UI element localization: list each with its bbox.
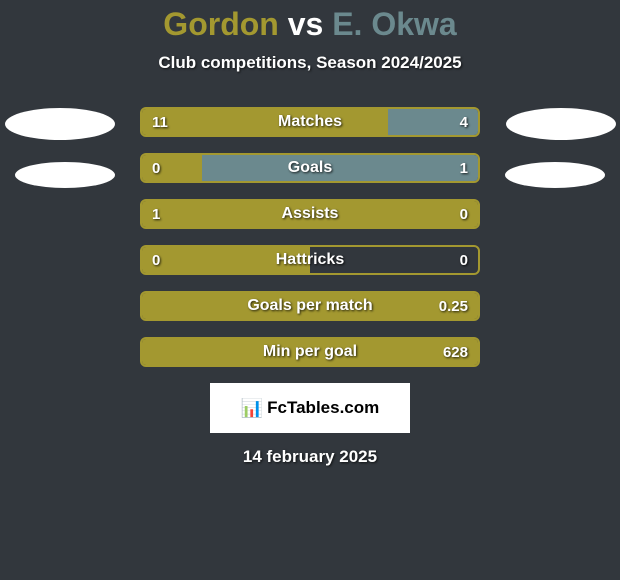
bar-value-left: 11 xyxy=(152,109,168,135)
bar-value-right: 0 xyxy=(460,201,468,227)
subtitle: Club competitions, Season 2024/2025 xyxy=(0,53,620,73)
stat-bar: Assists1 0 xyxy=(140,199,480,229)
bar-label: Goals per match xyxy=(142,293,478,319)
bar-value-left: 0 xyxy=(152,247,160,273)
brand-box[interactable]: 📊 FcTables.com xyxy=(210,383,410,433)
bar-value-right: 0 xyxy=(460,247,468,273)
bar-value-right: 0.25 xyxy=(439,293,468,319)
bar-label: Assists xyxy=(142,201,478,227)
player2-name: E. Okwa xyxy=(332,6,457,42)
stat-bar: Goals0 1 xyxy=(140,153,480,183)
bar-value-right: 4 xyxy=(460,109,468,135)
bar-value-right: 1 xyxy=(460,155,468,181)
stat-bars: Matches114Goals01Assists10Hattricks00Goa… xyxy=(140,107,480,367)
player1-avatar xyxy=(5,108,115,140)
date-text: 14 february 2025 xyxy=(0,447,620,467)
bar-value-left: 0 xyxy=(152,155,160,181)
stat-bar: Matches11 4 xyxy=(140,107,480,137)
title-vs: vs xyxy=(279,6,332,42)
stat-bar: Min per goal628 xyxy=(140,337,480,367)
bar-value-right: 628 xyxy=(443,339,468,365)
chart-icon: 📊 xyxy=(241,398,263,419)
bar-label: Matches xyxy=(142,109,478,135)
brand-text: FcTables.com xyxy=(267,398,379,418)
player1-avatar-secondary xyxy=(15,162,115,188)
bar-label: Hattricks xyxy=(142,247,478,273)
player1-name: Gordon xyxy=(163,6,279,42)
stat-bar: Hattricks0 0 xyxy=(140,245,480,275)
page-title: Gordon vs E. Okwa xyxy=(0,6,620,43)
player2-avatar xyxy=(506,108,616,140)
player2-avatar-secondary xyxy=(505,162,605,188)
comparison-card: Gordon vs E. Okwa Club competitions, Sea… xyxy=(0,0,620,467)
stats-area: Matches114Goals01Assists10Hattricks00Goa… xyxy=(0,107,620,367)
bar-value-left: 1 xyxy=(152,201,160,227)
bar-label: Goals xyxy=(142,155,478,181)
stat-bar: Goals per match0.25 xyxy=(140,291,480,321)
bar-label: Min per goal xyxy=(142,339,478,365)
